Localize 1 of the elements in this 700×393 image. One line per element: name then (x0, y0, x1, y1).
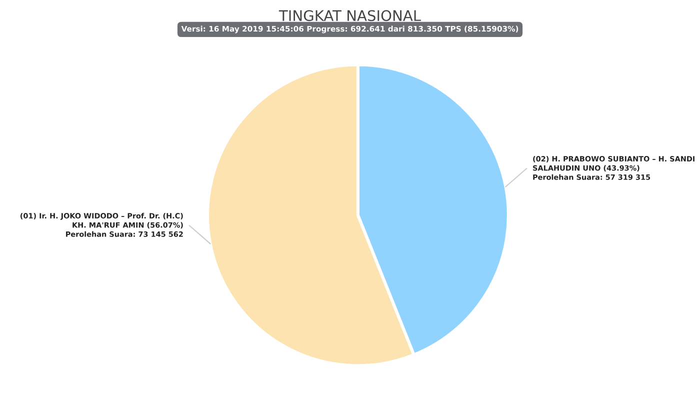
chart-title: TINGKAT NASIONAL (278, 10, 421, 22)
